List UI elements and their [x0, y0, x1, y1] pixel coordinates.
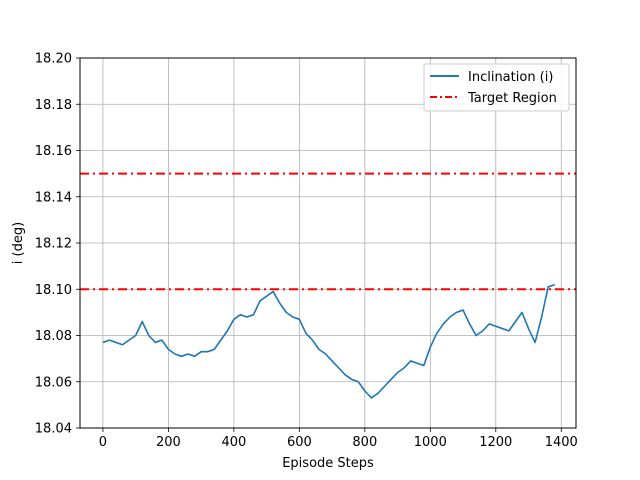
x-tick-label: 1000 [414, 435, 447, 450]
y-tick-label: 18.06 [35, 375, 72, 390]
legend: Inclination (i) Target Region [423, 63, 570, 112]
y-tick-label: 18.04 [35, 422, 72, 437]
y-tick-label: 18.12 [35, 237, 72, 252]
y-tick-label: 18.14 [35, 190, 72, 205]
y-axis-label: i (deg) [11, 222, 26, 264]
x-axis-label: Episode Steps [282, 456, 374, 471]
ticks: 0 200 400 600 800 1000 1200 1400 18.04 18.06 18.08… [35, 52, 578, 451]
y-tick-label: 18.20 [35, 52, 72, 67]
legend-box [423, 63, 570, 112]
x-tick-label: 0 [99, 435, 107, 450]
legend-label-target-region: Target Region [467, 91, 557, 106]
x-tick-label: 600 [287, 435, 312, 450]
x-tick-label: 800 [352, 435, 377, 450]
x-tick-label: 400 [221, 435, 246, 450]
x-tick-label: 200 [156, 435, 181, 450]
inclination-series-line [102, 283, 555, 399]
plot-area [80, 172, 576, 399]
y-tick-label: 18.10 [35, 283, 72, 298]
y-tick-label: 18.18 [35, 98, 72, 113]
y-tick-label: 18.16 [35, 144, 72, 159]
x-tick-label: 1400 [545, 435, 578, 450]
y-tick-label: 18.08 [35, 329, 72, 344]
x-tick-label: 1200 [479, 435, 512, 450]
legend-label-inclination: Inclination (i) [468, 70, 553, 85]
